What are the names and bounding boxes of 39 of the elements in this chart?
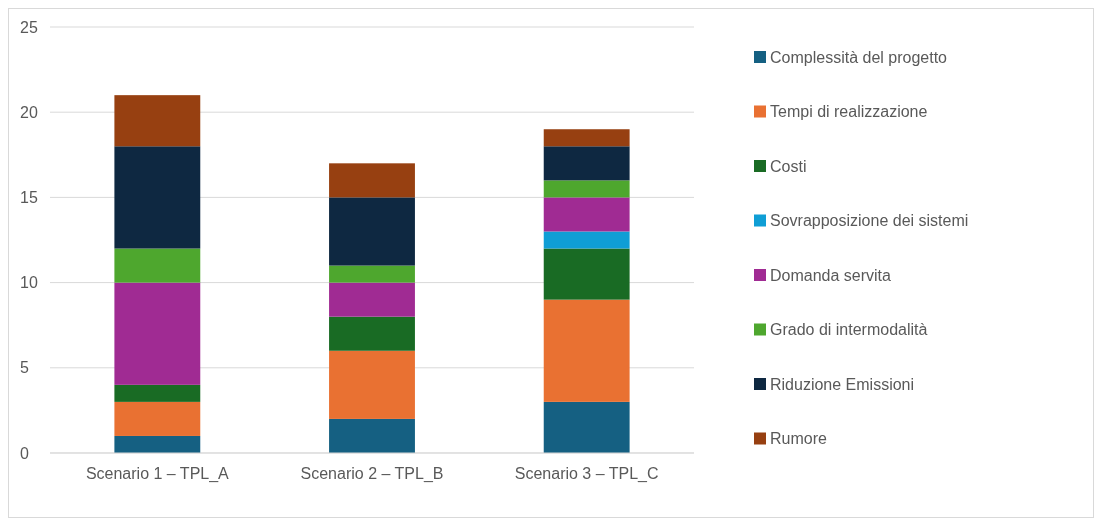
legend-label: Rumore: [770, 430, 828, 448]
y-tick-label: 5: [20, 359, 29, 377]
y-tick-label: 0: [20, 444, 29, 462]
bar: [543, 197, 630, 232]
x-tick-label: Scenario 3 – TPL_C: [514, 465, 659, 483]
bar: [329, 350, 415, 419]
legend-label: Grado di intermodalità: [770, 321, 928, 339]
bar: [114, 384, 201, 402]
bar: [114, 435, 201, 453]
legend-label: Costi: [770, 157, 807, 175]
legend-label: Domanda servita: [770, 266, 892, 284]
y-tick-label: 20: [20, 103, 38, 121]
bar: [114, 401, 201, 436]
legend-label: Sovrapposizione dei sistemi: [770, 212, 969, 230]
bar: [329, 265, 415, 283]
bar: [543, 299, 630, 402]
legend-label: Tempi di realizzazione: [770, 103, 928, 121]
bar: [329, 197, 415, 266]
bar: [543, 401, 630, 453]
x-tick-label: Scenario 2 – TPL_B: [300, 465, 444, 483]
bar: [114, 282, 201, 385]
legend-label: Riduzione Emissioni: [770, 375, 915, 393]
bar: [114, 95, 201, 147]
bar: [329, 418, 415, 453]
bar: [543, 231, 630, 249]
bar: [329, 163, 415, 198]
bar: [114, 248, 201, 283]
bar: [543, 248, 630, 300]
x-tick-label: Scenario 1 – TPL_A: [85, 465, 230, 483]
y-tick-label: 10: [20, 274, 38, 292]
bar: [329, 316, 415, 351]
bar: [543, 146, 630, 181]
bar: [329, 282, 415, 317]
bar: [543, 129, 630, 147]
legend-label: Complessità del progetto: [770, 48, 948, 66]
y-tick-label: 25: [20, 18, 38, 36]
bar: [543, 180, 630, 198]
y-tick-label: 15: [20, 189, 38, 206]
bar: [114, 146, 201, 249]
